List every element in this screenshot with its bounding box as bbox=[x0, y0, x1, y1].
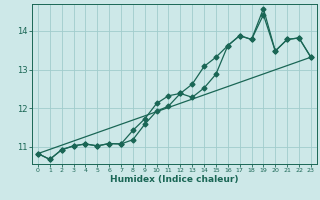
X-axis label: Humidex (Indice chaleur): Humidex (Indice chaleur) bbox=[110, 175, 239, 184]
